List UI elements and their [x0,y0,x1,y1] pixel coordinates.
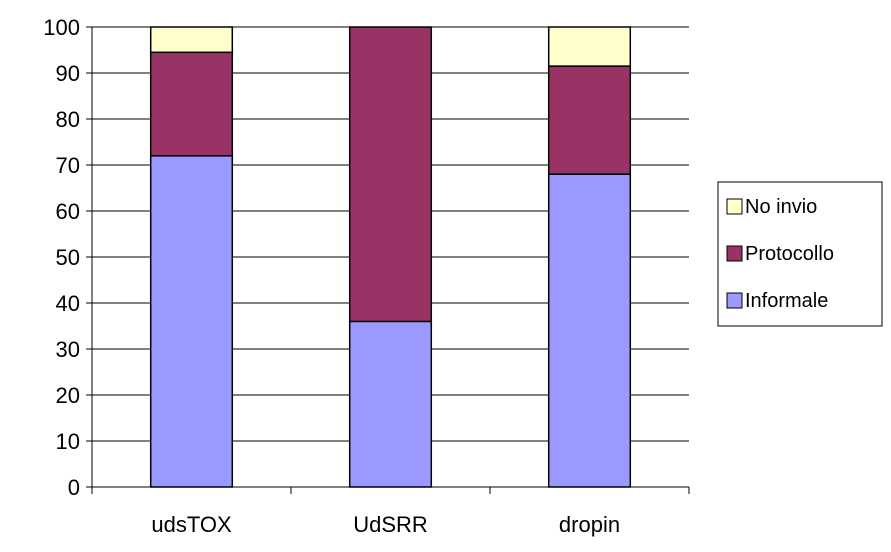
bar-segment-no-invio-udstox [149,26,234,54]
x-category-label: UdSRR [353,512,428,537]
bar-segment-informale-dropin [547,173,632,488]
legend-swatch-informale [726,292,743,309]
y-tick-label: 30 [56,337,80,362]
bar-segment-protocollo-udsrr [348,26,433,323]
legend: No invio Protocollo Informale [717,181,883,327]
x-tick-labels: udsTOX UdSRR dropin [151,512,620,537]
bar-segment-no-invio-dropin [547,26,632,67]
y-tick-label: 100 [43,15,80,40]
y-tick-label: 60 [56,199,80,224]
bar-segment-informale-udstox [149,155,234,488]
y-tick-label: 80 [56,107,80,132]
legend-frame [717,181,883,327]
x-category-label: udsTOX [151,512,232,537]
x-category-label: dropin [559,512,620,537]
bar-segment-protocollo-udstox [149,51,234,157]
bar-segment-protocollo-dropin [547,65,632,175]
bar-segment-informale-udsrr [348,320,433,488]
y-tick-label: 20 [56,383,80,408]
y-tick-labels: 0 10 20 30 40 50 60 70 80 90 100 [43,15,80,500]
legend-swatch-protocollo [726,245,743,262]
legend-label: No invio [745,196,817,218]
y-tick-label: 70 [56,153,80,178]
y-tick-label: 40 [56,291,80,316]
y-tick-label: 90 [56,61,80,86]
y-tick-label: 0 [68,475,80,500]
bars-group [149,26,632,488]
axes [86,26,690,494]
y-tick-label: 10 [56,429,80,454]
legend-label: Informale [745,290,828,312]
legend-swatch-no-invio [726,198,743,215]
y-tick-label: 50 [56,245,80,270]
legend-label: Protocollo [745,243,834,265]
